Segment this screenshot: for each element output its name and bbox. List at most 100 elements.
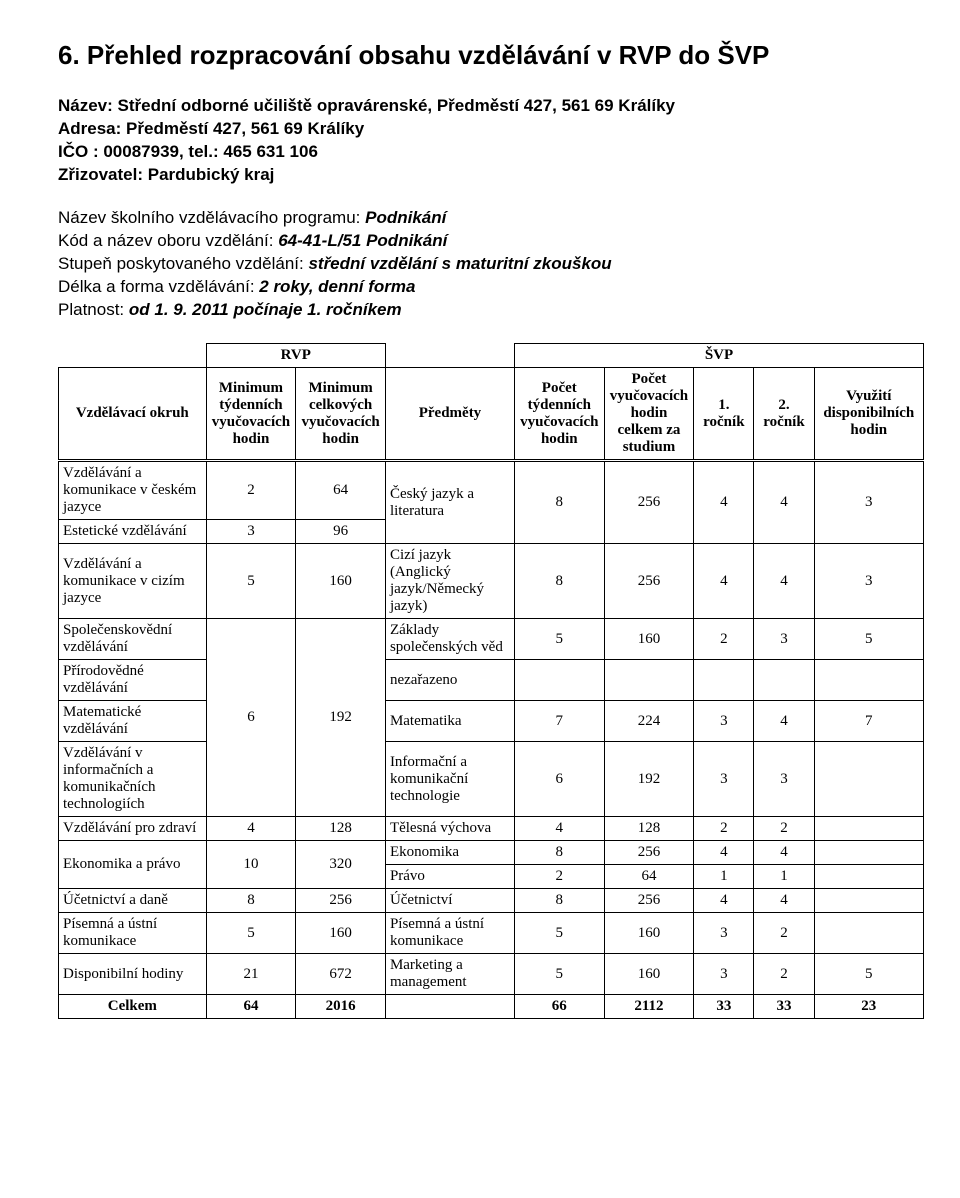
cell-subject: Matematika bbox=[385, 701, 514, 742]
cell: 4 bbox=[754, 889, 814, 913]
value-ico: 00087939, tel.: 465 631 106 bbox=[103, 142, 318, 161]
cell: 3 bbox=[694, 701, 754, 742]
table-row: Matematické vzdělávání Matematika 7 224 … bbox=[59, 701, 924, 742]
cell: 23 bbox=[814, 995, 923, 1019]
value-nazev: Střední odborné učiliště opravárenské, P… bbox=[118, 96, 675, 115]
cell: 3 bbox=[754, 742, 814, 817]
hdr-rvp: RVP bbox=[206, 344, 385, 368]
cell: 2112 bbox=[604, 995, 694, 1019]
cell: 7 bbox=[514, 701, 604, 742]
cell-okruh: Estetické vzdělávání bbox=[59, 520, 207, 544]
hdr-okruh: Vzdělávací okruh bbox=[59, 368, 207, 461]
cell: 10 bbox=[206, 841, 296, 889]
cell: 8 bbox=[206, 889, 296, 913]
cell: 320 bbox=[296, 841, 386, 889]
table-row: Ekonomika a právo 10 320 Ekonomika 8 256… bbox=[59, 841, 924, 865]
cell: 224 bbox=[604, 701, 694, 742]
hdr-roc2: 2. ročník bbox=[754, 368, 814, 461]
cell-sum-label: Celkem bbox=[59, 995, 207, 1019]
hdr-roc1: 1. ročník bbox=[694, 368, 754, 461]
cell: 64 bbox=[604, 865, 694, 889]
cell: 256 bbox=[604, 461, 694, 544]
cell: 4 bbox=[694, 889, 754, 913]
cell-subject: Informační a komunikační technologie bbox=[385, 742, 514, 817]
cell: 3 bbox=[694, 954, 754, 995]
label-ico: IČO : bbox=[58, 142, 103, 161]
cell: 2 bbox=[754, 817, 814, 841]
cell: 3 bbox=[206, 520, 296, 544]
cell: 4 bbox=[694, 461, 754, 544]
cell bbox=[814, 817, 923, 841]
cell bbox=[814, 865, 923, 889]
cell: 160 bbox=[604, 913, 694, 954]
hdr-sv-celk: Počet vyučovacích hodin celkem za studiu… bbox=[604, 368, 694, 461]
cell: 128 bbox=[296, 817, 386, 841]
cell: 3 bbox=[694, 913, 754, 954]
cell-okruh: Disponibilní hodiny bbox=[59, 954, 207, 995]
value-prog-stupen: střední vzdělání s maturitní zkouškou bbox=[308, 254, 611, 273]
hdr-sv-tyden: Počet týdenních vyučovacích hodin bbox=[514, 368, 604, 461]
cell: 3 bbox=[694, 742, 754, 817]
label-prog-nazev: Název školního vzdělávacího programu: bbox=[58, 208, 365, 227]
table-row: Vzdělávání a komunikace v českém jazyce … bbox=[59, 461, 924, 520]
cell: 2 bbox=[694, 619, 754, 660]
cell bbox=[385, 995, 514, 1019]
cell: 6 bbox=[514, 742, 604, 817]
cell-subject: Základy společenských věd bbox=[385, 619, 514, 660]
cell-okruh: Vzdělávání a komunikace v cizím jazyce bbox=[59, 544, 207, 619]
hdr-disp: Využití disponibilních hodin bbox=[814, 368, 923, 461]
cell: 3 bbox=[814, 461, 923, 544]
value-prog-delka: 2 roky, denní forma bbox=[259, 277, 415, 296]
cell bbox=[514, 660, 604, 701]
cell: 192 bbox=[296, 619, 386, 817]
cell-okruh: Vzdělávání a komunikace v českém jazyce bbox=[59, 461, 207, 520]
cell: 8 bbox=[514, 461, 604, 544]
cell-subject: Právo bbox=[385, 865, 514, 889]
cell: 66 bbox=[514, 995, 604, 1019]
cell: 6 bbox=[206, 619, 296, 817]
cell: 4 bbox=[754, 544, 814, 619]
cell-subject: Účetnictví bbox=[385, 889, 514, 913]
cell: 160 bbox=[296, 913, 386, 954]
table-row-summary: Celkem 64 2016 66 2112 33 33 23 bbox=[59, 995, 924, 1019]
label-adresa: Adresa: bbox=[58, 119, 126, 138]
cell: 4 bbox=[206, 817, 296, 841]
cell: 21 bbox=[206, 954, 296, 995]
cell-okruh: Vzdělávání v informačních a komunikačníc… bbox=[59, 742, 207, 817]
cell: 4 bbox=[754, 701, 814, 742]
cell: 256 bbox=[604, 889, 694, 913]
cell: 5 bbox=[514, 619, 604, 660]
cell: 128 bbox=[604, 817, 694, 841]
cell-okruh: Společenskovědní vzdělávání bbox=[59, 619, 207, 660]
cell bbox=[814, 742, 923, 817]
cell: 2 bbox=[754, 913, 814, 954]
cell: 160 bbox=[296, 544, 386, 619]
cell bbox=[814, 913, 923, 954]
label-zrizovatel: Zřizovatel: bbox=[58, 165, 148, 184]
cell: 4 bbox=[754, 461, 814, 544]
label-prog-delka: Délka a forma vzdělávání: bbox=[58, 277, 259, 296]
cell: 5 bbox=[514, 954, 604, 995]
cell: 5 bbox=[514, 913, 604, 954]
table-row: Vzdělávání a komunikace v cizím jazyce 5… bbox=[59, 544, 924, 619]
cell-subject: Cizí jazyk (Anglický jazyk/Německý jazyk… bbox=[385, 544, 514, 619]
label-prog-platnost: Platnost: bbox=[58, 300, 129, 319]
cell: 4 bbox=[694, 841, 754, 865]
cell: 1 bbox=[754, 865, 814, 889]
cell: 33 bbox=[694, 995, 754, 1019]
cell: 4 bbox=[514, 817, 604, 841]
cell bbox=[604, 660, 694, 701]
hdr-svp: ŠVP bbox=[514, 344, 923, 368]
hdr-rvp-min-celk: Minimum celkových vyučovacích hodin bbox=[296, 368, 386, 461]
value-prog-platnost: od 1. 9. 2011 počínaje 1. ročníkem bbox=[129, 300, 402, 319]
cell-subject: nezařazeno bbox=[385, 660, 514, 701]
school-info-block: Název: Střední odborné učiliště opraváre… bbox=[58, 95, 924, 187]
cell bbox=[814, 660, 923, 701]
table-row: Písemná a ústní komunikace 5 160 Písemná… bbox=[59, 913, 924, 954]
curriculum-table: RVP ŠVP Vzdělávací okruh Minimum týdenní… bbox=[58, 343, 924, 1019]
label-nazev: Název: bbox=[58, 96, 118, 115]
cell-subject: Písemná a ústní komunikace bbox=[385, 913, 514, 954]
cell-subject: Marketing a management bbox=[385, 954, 514, 995]
cell-okruh: Matematické vzdělávání bbox=[59, 701, 207, 742]
program-desc-block: Název školního vzdělávacího programu: Po… bbox=[58, 207, 924, 322]
